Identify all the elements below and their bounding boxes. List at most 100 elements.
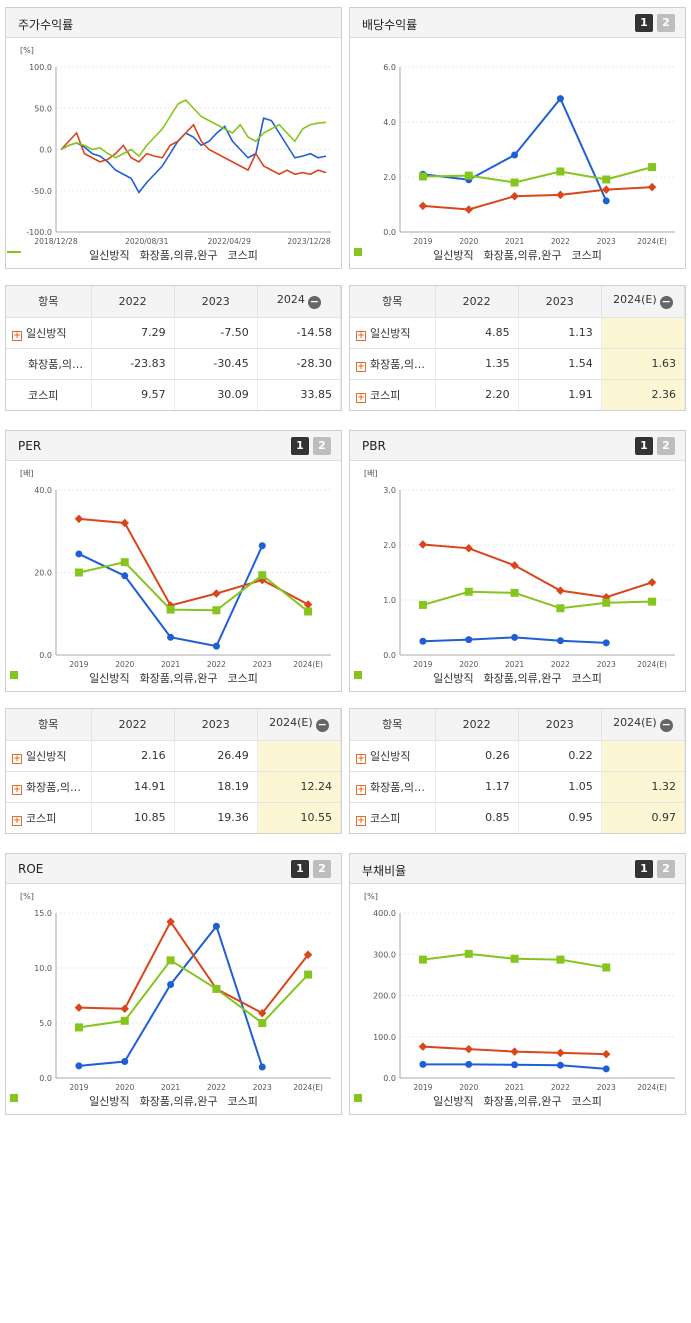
y-unit-label: [배] [20,469,34,478]
series-line [78,924,264,1068]
x-tick-label: 2021 [505,660,524,669]
legend-item-s3[interactable]: 코스피 [354,670,602,686]
chart-tab-2[interactable]: 2 [657,437,675,455]
col-header-year: 2022 [91,709,175,741]
chart-tab-1[interactable]: 1 [635,14,653,32]
value-cell: 0.97 [601,802,686,833]
data-point [258,1008,267,1018]
pbr-panel: PBR 1 2 [배] 3.0 2.0 1.0 0.0 2019 2020 2021 2022 2… [349,430,686,692]
x-tick-label: 2022/04/29 [208,237,251,246]
value-cell: 1.13 [518,317,602,349]
expand-plus-icon[interactable]: + [12,330,22,341]
expand-plus-icon[interactable]: + [356,815,366,826]
value-cell: 30.09 [174,379,258,410]
expand-plus-icon[interactable]: + [12,753,22,764]
x-tick-label: 2019 [69,660,88,669]
data-point [648,597,657,606]
expand-plus-icon[interactable]: + [356,784,366,795]
collapse-icon[interactable]: − [659,718,673,733]
chart-tab-1[interactable]: 1 [291,860,309,878]
value-cell: 1.63 [601,348,686,380]
series-line [422,590,653,610]
series-line [60,117,327,194]
row-name: 코스피 [28,388,59,402]
data-point [121,1058,129,1065]
debt-ratio-panel: 부채비율 1 2 [%] 400.0 300.0 200.0 100.0 0.0 2019 2… [349,853,686,1115]
col-header-label: 2024(E) [613,716,657,730]
legend-item-s3[interactable]: 코스피 [7,247,258,263]
chart-area: [%] 100.0 50.0 0.0 -50.0 -100.0 2018/12/28 2020… [6,39,341,269]
chart-legend: 일신방직 화장품,의류,완구 코스피 [6,670,341,686]
expand-plus-icon[interactable]: + [356,753,366,764]
chart-area: [%] 400.0 300.0 200.0 100.0 0.0 2019 2020 2021 20… [350,885,685,1115]
expand-plus-icon[interactable]: + [356,330,366,341]
expand-plus-icon[interactable]: + [12,815,22,826]
row-name: 코스피 [26,811,57,825]
collapse-icon[interactable]: − [659,295,673,310]
value-cell: 4.85 [435,317,519,349]
data-point [511,1061,519,1069]
value-cell: 18.19 [174,771,258,803]
data-point [556,637,564,645]
col-header-item: 항목 [6,709,92,741]
y-tick-label: 400.0 [373,909,396,918]
row-name-cell: + 화장품,의… [350,348,436,380]
y-tick-label: 0.0 [383,228,396,237]
y-tick-label: 200.0 [373,992,396,1001]
legend-label: 화장품,의류,완구 [483,672,562,685]
table-row: + 일신방직 0.26 0.22 [350,740,686,772]
data-point [648,163,657,172]
x-tick-label: 2021 [161,1083,180,1092]
value-cell: 1.54 [518,348,602,380]
row-name-cell: 화장품,의… [6,348,92,380]
panel-title: PBR [362,439,386,453]
data-point [556,190,565,200]
expand-plus-icon[interactable]: + [12,784,22,795]
legend-item-s3[interactable]: 코스피 [10,670,258,686]
collapse-icon[interactable]: − [307,295,321,310]
value-cell: -14.58 [257,317,342,349]
value-cell: 10.85 [91,802,175,833]
col-header-year: 2024(E) − [601,709,686,741]
row-name: 일신방직 [26,749,67,763]
y-tick-label: 300.0 [373,950,396,959]
data-point [258,1019,267,1027]
legend-label: 코스피 [571,672,602,685]
chart-tab-2[interactable]: 2 [313,860,331,878]
data-point [556,586,565,595]
row-name-cell: + 코스피 [6,802,92,833]
chart-tab-2[interactable]: 2 [313,437,331,455]
chart-area: [배] 3.0 2.0 1.0 0.0 2019 2020 2021 2022 2023 2024(… [350,462,685,692]
value-cell [601,740,686,772]
value-cell: 1.05 [518,771,602,803]
legend-item-s3[interactable]: 코스피 [10,1093,258,1109]
chart-tab-1[interactable]: 1 [635,437,653,455]
expand-plus-icon[interactable]: + [356,392,366,403]
dividend-panel: 배당수익률 1 2 6.0 4.0 2.0 0.0 2019 2020 2021 2022 20… [349,7,686,269]
x-tick-label: 2020 [459,660,478,669]
data-point [556,1061,564,1069]
panel-header: 주가수익률 [6,8,341,38]
series-line [78,919,309,1015]
collapse-icon[interactable]: − [315,718,329,733]
chart-area: [배] 40.0 20.0 0.0 2019 2020 2021 2022 2023 2024(E… [6,462,341,692]
y-unit-label: [%] [20,892,34,901]
chart-tab-2[interactable]: 2 [657,860,675,878]
row-name: 일신방직 [370,749,411,763]
chart-tab-1[interactable]: 1 [291,437,309,455]
chart-tab-1[interactable]: 1 [635,860,653,878]
legend-label: 코스피 [571,1095,602,1108]
legend-label: 일신방직 [89,672,130,685]
legend-item-s3[interactable]: 코스피 [354,247,602,263]
legend-item-s3[interactable]: 코스피 [354,1093,602,1109]
row-name: 일신방직 [26,326,67,340]
y-tick-label: 100.0 [373,1033,396,1042]
x-tick-label: 2022 [551,237,570,246]
chart-area: [%] 15.0 10.0 5.0 0.0 2019 2020 2021 2022 2023 202… [6,885,341,1115]
row-name-cell: + 코스피 [350,802,436,833]
expand-plus-icon[interactable]: + [356,361,366,372]
data-point [418,955,427,964]
x-tick-label: 2021 [161,660,180,669]
data-point [464,205,473,214]
chart-tab-2[interactable]: 2 [657,14,675,32]
